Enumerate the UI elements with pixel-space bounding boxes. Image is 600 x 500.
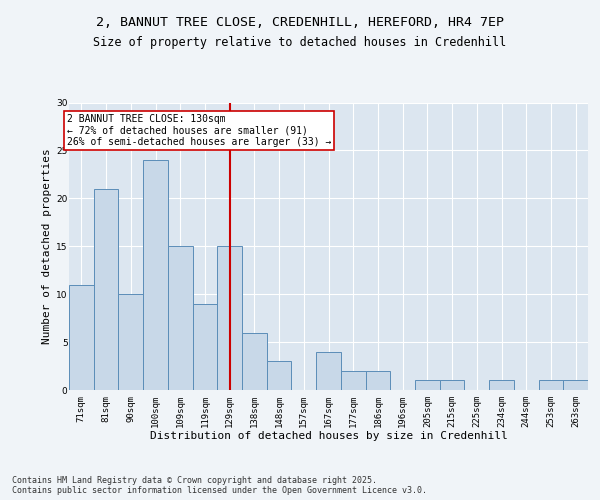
Text: 2, BANNUT TREE CLOSE, CREDENHILL, HEREFORD, HR4 7EP: 2, BANNUT TREE CLOSE, CREDENHILL, HEREFO…: [96, 16, 504, 29]
X-axis label: Distribution of detached houses by size in Credenhill: Distribution of detached houses by size …: [149, 432, 508, 442]
Bar: [143, 160, 168, 390]
Bar: [94, 188, 118, 390]
Bar: [316, 352, 341, 390]
Bar: [267, 361, 292, 390]
Bar: [341, 371, 365, 390]
Bar: [415, 380, 440, 390]
Bar: [539, 380, 563, 390]
Bar: [168, 246, 193, 390]
Bar: [365, 371, 390, 390]
Text: Contains HM Land Registry data © Crown copyright and database right 2025.
Contai: Contains HM Land Registry data © Crown c…: [12, 476, 427, 495]
Bar: [440, 380, 464, 390]
Text: 2 BANNUT TREE CLOSE: 130sqm
← 72% of detached houses are smaller (91)
26% of sem: 2 BANNUT TREE CLOSE: 130sqm ← 72% of det…: [67, 114, 331, 147]
Bar: [69, 284, 94, 390]
Bar: [489, 380, 514, 390]
Bar: [118, 294, 143, 390]
Bar: [242, 332, 267, 390]
Bar: [563, 380, 588, 390]
Y-axis label: Number of detached properties: Number of detached properties: [42, 148, 52, 344]
Text: Size of property relative to detached houses in Credenhill: Size of property relative to detached ho…: [94, 36, 506, 49]
Bar: [217, 246, 242, 390]
Bar: [193, 304, 217, 390]
